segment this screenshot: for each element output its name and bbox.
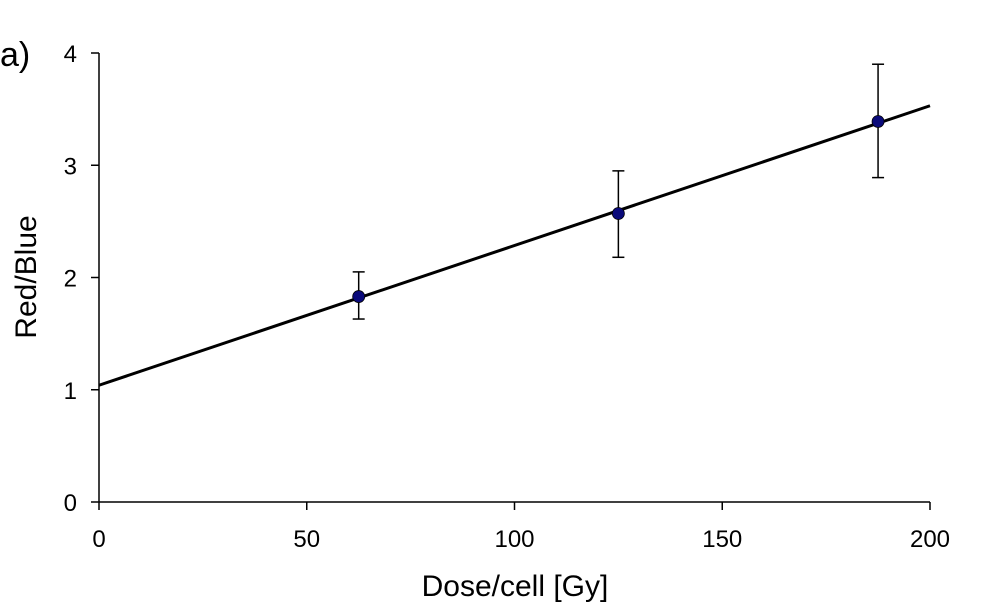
- x-tick-label: 0: [92, 526, 105, 553]
- x-axis-title: Dose/cell [Gy]: [422, 570, 609, 603]
- x-tick-label: 100: [494, 526, 534, 553]
- panel-label: a): [0, 36, 30, 74]
- x-axis-ticks: 0 50 100 150 200: [92, 502, 950, 553]
- x-tick-label: 150: [702, 526, 742, 553]
- trend-line: [98, 104, 931, 387]
- y-tick-label: 0: [64, 490, 77, 517]
- data-points: [352, 63, 885, 320]
- x-tick-label: 50: [293, 526, 320, 553]
- y-axis-ticks: 0 1 2 3 4: [64, 41, 99, 517]
- axes: [98, 53, 930, 503]
- y-tick-label: 3: [64, 153, 77, 180]
- data-point: [871, 115, 885, 128]
- data-point: [611, 207, 625, 220]
- data-point: [352, 290, 366, 303]
- fit-line-group: [98, 104, 931, 387]
- x-tick-label: 200: [910, 526, 950, 553]
- y-axis-title: Red/Blue: [10, 215, 43, 338]
- y-tick-label: 4: [64, 41, 77, 68]
- y-tick-label: 1: [64, 378, 77, 405]
- y-tick-label: 2: [64, 266, 77, 293]
